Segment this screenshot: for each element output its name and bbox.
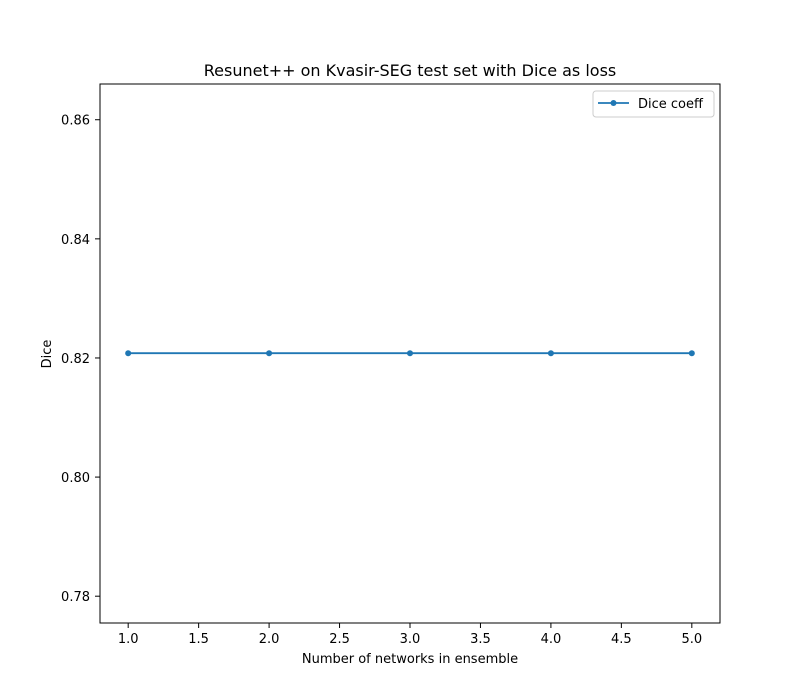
series-layer [125,350,695,357]
y-tick-label: 0.86 [61,114,90,129]
data-point [547,350,554,357]
chart-title: Resunet++ on Kvasir-SEG test set with Di… [204,61,617,80]
data-point [407,350,413,357]
legend-box [592,90,715,118]
y-tick-label: 0.84 [61,233,90,248]
x-tick-label: 5.0 [681,632,702,647]
plot-frame [99,83,721,624]
data-point [688,350,695,357]
data-point [125,350,132,357]
y-tick-label: 0.78 [61,590,90,605]
x-axis-label: Number of networks in ensemble [302,652,518,667]
x-tick-label: 3.0 [400,632,421,647]
legend-series-marker [610,100,617,106]
y-axis-ticks: 0.78 0.80 0.82 0.84 0.86 [61,114,100,605]
y-tick-label: 0.82 [61,352,90,367]
x-tick-label: 2.0 [259,632,280,647]
x-tick-label: 2.5 [329,632,350,647]
y-tick-label: 0.80 [61,471,90,486]
x-tick-label: 4.5 [611,632,632,647]
y-axis-label: Dice [40,340,55,369]
x-tick-label: 1.5 [188,632,209,647]
legend-entry-dice-coeff: Dice coeff [638,97,704,112]
x-tick-label: 4.0 [541,632,562,647]
data-point [266,350,273,357]
x-tick-label: 1.0 [118,632,139,647]
x-tick-label: 3.5 [470,632,491,647]
legend: Dice coeff [592,90,715,118]
x-axis-ticks: 1.0 1.5 2.0 2.5 3.0 3.5 4.0 4.5 5.0 [118,623,702,647]
